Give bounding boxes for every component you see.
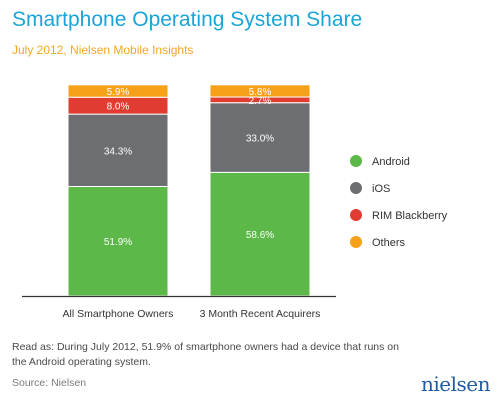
bar-segment-others (67, 84, 169, 98)
legend-label-android: Android (372, 156, 410, 168)
category-label: 3 Month Recent Acquirers (200, 308, 321, 320)
category-label: All Smartphone Owners (63, 308, 174, 320)
chart-title: Smartphone Operating System Share (12, 8, 363, 31)
data-label-ios: 34.3% (104, 146, 132, 157)
bar-segment-others (209, 84, 311, 98)
bar-segment-ios (67, 113, 169, 187)
legend-swatch-rim-blackberry (350, 209, 362, 221)
data-label-others: 5.9% (107, 87, 130, 98)
legend-swatch-ios (350, 182, 362, 194)
read-as-note: Read as: During July 2012, 51.9% of smar… (12, 341, 399, 368)
data-label-rim-blackberry: 8.0% (107, 102, 130, 113)
data-label-ios: 33.0% (246, 134, 274, 145)
chart-subtitle: July 2012, Nielsen Mobile Insights (12, 43, 194, 57)
legend-label-others: Others (372, 237, 406, 249)
data-label-android: 58.6% (246, 230, 274, 241)
bar-segment-android (67, 185, 169, 297)
legend-swatch-android (350, 155, 362, 167)
data-label-others: 5.8% (249, 87, 272, 98)
data-label-rim-blackberry: 2.7% (249, 96, 272, 107)
bar-segment-android (209, 171, 311, 297)
legend-swatch-others (350, 236, 362, 248)
legend-label-rim-blackberry: RIM Blackberry (372, 210, 448, 222)
legend-label-ios: iOS (372, 183, 390, 195)
nielsen-logo: nielsen (421, 372, 491, 396)
bar-segment-ios (209, 102, 311, 173)
data-label-android: 51.9% (104, 237, 132, 248)
source-label: Source: Nielsen (12, 377, 87, 389)
